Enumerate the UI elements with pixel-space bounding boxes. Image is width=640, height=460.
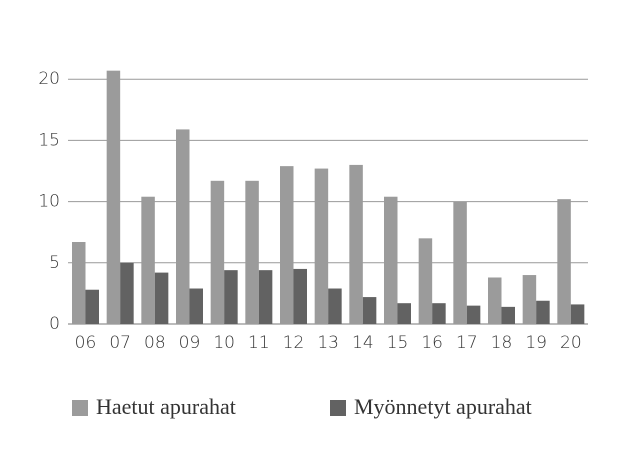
legend-label: Haetut apurahat <box>96 394 236 419</box>
legend-label: Myönnetyt apurahat <box>354 394 532 419</box>
x-tick-label: 11 <box>248 333 270 353</box>
x-tick-label: 14 <box>352 333 374 353</box>
bar <box>349 164 363 324</box>
bar <box>328 288 342 324</box>
x-tick-label: 10 <box>213 333 235 353</box>
y-tick-label: 0 <box>49 314 60 334</box>
bar <box>418 238 433 324</box>
x-tick-label: 17 <box>456 333 478 353</box>
bar <box>501 306 515 324</box>
bar <box>106 70 121 325</box>
bar <box>210 180 225 324</box>
bar <box>522 275 537 324</box>
bar <box>293 268 307 324</box>
x-tick-label: 20 <box>560 333 582 353</box>
x-tick-label: 12 <box>283 333 305 353</box>
x-tick-label: 07 <box>109 333 131 353</box>
bar <box>488 277 502 324</box>
bar <box>72 242 86 324</box>
x-tick-label: 13 <box>317 333 339 353</box>
x-tick-label: 09 <box>179 333 201 353</box>
x-tick-label: 15 <box>387 333 409 353</box>
bar <box>154 272 169 324</box>
bar <box>120 262 134 324</box>
bar <box>384 196 398 324</box>
bar <box>189 288 203 324</box>
legend-swatch <box>330 400 346 416</box>
bar <box>362 297 377 324</box>
bar <box>176 129 190 324</box>
y-tick-label: 15 <box>38 130 60 150</box>
x-tick-label: 08 <box>144 333 166 353</box>
legend-swatch <box>72 400 88 416</box>
bar <box>314 168 329 324</box>
bar <box>453 201 467 324</box>
y-tick-label: 10 <box>38 192 60 212</box>
bar <box>85 289 99 324</box>
y-tick-label: 5 <box>49 253 60 273</box>
bar <box>432 303 446 324</box>
bar <box>466 305 481 324</box>
bar <box>224 270 238 324</box>
bar <box>245 180 259 324</box>
bar <box>570 304 585 324</box>
y-tick-label: 20 <box>38 69 60 89</box>
bar <box>141 196 155 324</box>
x-tick-label: 06 <box>75 333 97 353</box>
bar <box>280 166 294 324</box>
x-tick-label: 16 <box>421 333 443 353</box>
bar <box>397 303 411 324</box>
bar <box>557 199 571 324</box>
x-tick-label: 19 <box>525 333 547 353</box>
bar <box>536 300 550 324</box>
x-tick-label: 18 <box>491 333 513 353</box>
bar <box>258 270 273 324</box>
